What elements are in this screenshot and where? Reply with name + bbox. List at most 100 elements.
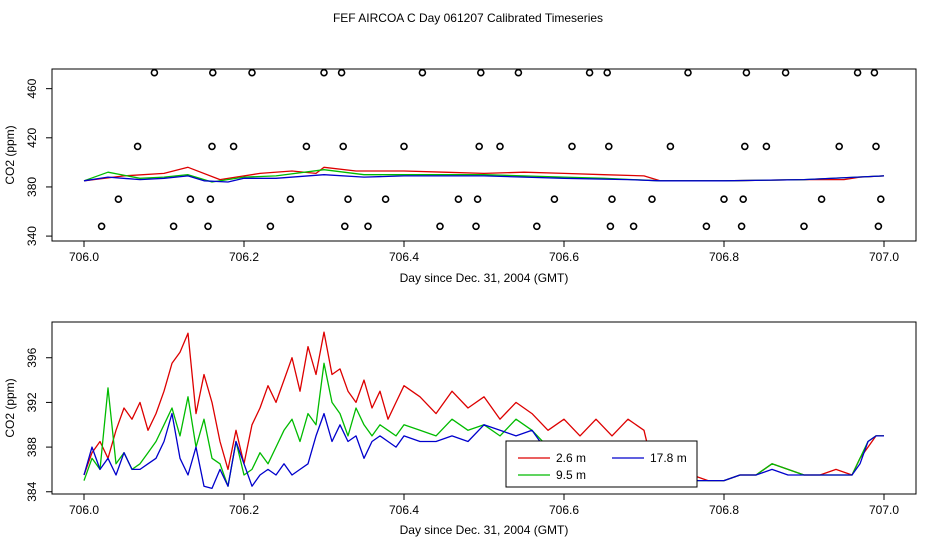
calibration-point	[364, 222, 372, 231]
top-x-axis-label: Day since Dec. 31, 2004 (GMT)	[400, 271, 569, 285]
y-tick-label: 392	[25, 392, 39, 412]
calibration-point	[817, 195, 826, 203]
bottom-x-axis-label: Day since Dec. 31, 2004 (GMT)	[400, 523, 569, 537]
top-calibration-markers	[97, 68, 885, 231]
calibration-point	[739, 195, 748, 203]
x-tick-label: 706.4	[389, 503, 419, 517]
calibration-point	[169, 222, 178, 231]
calibration-point	[266, 222, 275, 231]
top-plot-frame	[51, 68, 917, 242]
calibration-point	[476, 68, 485, 77]
calibration-point	[702, 222, 711, 231]
x-tick-label: 706.2	[229, 503, 259, 517]
legend-label-17.8m: 17.8 m	[650, 451, 687, 465]
calibration-point	[550, 195, 559, 203]
calibration-point	[532, 222, 541, 231]
x-tick-label: 706.6	[549, 503, 579, 517]
calibration-point	[737, 222, 746, 231]
y-tick-label: 384	[25, 481, 39, 501]
bottom-series-lines	[83, 331, 884, 490]
calibration-point	[186, 195, 195, 203]
calibration-point	[496, 142, 504, 151]
calibration-point	[874, 222, 883, 231]
calibration-point	[604, 142, 613, 151]
legend-label-9.5m: 9.5 m	[556, 468, 586, 482]
bottom-y-axis-label: CO2 (ppm)	[3, 378, 17, 437]
series-line-17.8m	[83, 174, 885, 183]
calibration-point	[684, 68, 692, 77]
x-tick-label: 706.0	[69, 503, 99, 517]
calibration-point	[204, 222, 212, 231]
calibration-point	[876, 195, 885, 203]
x-tick-label: 707.0	[869, 250, 899, 264]
calibration-point	[514, 68, 523, 77]
y-tick-label: 396	[25, 347, 39, 367]
calibration-point	[206, 195, 215, 203]
calibration-point	[337, 68, 346, 77]
y-tick-label: 380	[25, 177, 39, 197]
legend: 2.6 m 9.5 m 17.8 m	[505, 440, 698, 488]
calibration-point	[340, 222, 349, 231]
y-tick-label: 340	[25, 226, 39, 246]
y-tick-label: 388	[25, 437, 39, 457]
top-series-lines	[83, 166, 885, 183]
y-tick-label: 460	[25, 78, 39, 98]
top-chart-panel: 706.0 706.2 706.4 706.6 706.8 707.0 340 380 420…	[3, 68, 917, 285]
figure-title: FEF AIRCOA C Day 061207 Calibrated Times…	[333, 11, 603, 25]
legend-box	[505, 440, 698, 488]
calibration-point	[629, 222, 638, 231]
calibration-point	[381, 195, 390, 203]
calibration-point	[475, 142, 484, 151]
x-tick-label: 707.0	[869, 503, 899, 517]
calibration-point	[209, 68, 217, 77]
calibration-point	[870, 68, 879, 77]
calibration-point	[208, 142, 216, 151]
calibration-point	[97, 222, 106, 231]
calibration-point	[418, 68, 427, 77]
calibration-point	[114, 195, 123, 203]
calibration-point	[666, 142, 675, 151]
x-tick-label: 706.2	[229, 250, 259, 264]
top-x-axis: 706.0 706.2 706.4 706.6 706.8 707.0	[69, 241, 899, 264]
calibration-point	[133, 142, 142, 151]
y-tick-label: 420	[25, 127, 39, 147]
x-tick-label: 706.4	[389, 250, 419, 264]
calibration-point	[473, 195, 482, 203]
x-tick-label: 706.8	[709, 503, 739, 517]
top-y-axis-label: CO2 (ppm)	[3, 125, 17, 184]
x-tick-label: 706.0	[69, 250, 99, 264]
calibration-point	[835, 142, 844, 151]
calibration-point	[740, 142, 749, 151]
calibration-point	[648, 195, 656, 203]
calibration-point	[606, 222, 615, 231]
calibration-point	[400, 142, 408, 151]
calibration-point	[302, 142, 311, 151]
calibration-point	[320, 68, 328, 77]
bottom-y-axis: 384 388 392 396	[25, 347, 52, 502]
x-tick-label: 706.8	[709, 250, 739, 264]
series-line-17.8m	[83, 412, 884, 490]
calibration-point	[229, 142, 238, 151]
series-line-2.6m	[83, 331, 884, 482]
calibration-point	[720, 195, 728, 203]
x-tick-label: 706.6	[549, 250, 579, 264]
calibration-point	[762, 142, 771, 151]
calibration-point	[339, 142, 348, 151]
legend-label-2.6m: 2.6 m	[556, 451, 586, 465]
calibration-point	[248, 68, 256, 77]
bottom-x-axis: 706.0 706.2 706.4 706.6 706.8 707.0	[69, 494, 899, 517]
calibration-point	[286, 195, 295, 203]
calibration-point	[608, 195, 616, 203]
bottom-plot-frame	[51, 321, 917, 495]
calibration-point	[344, 195, 352, 203]
calibration-point	[472, 222, 480, 231]
top-y-axis: 340 380 420 460	[25, 78, 52, 246]
calibration-point	[568, 142, 576, 151]
calibration-point	[742, 68, 751, 77]
bottom-chart-panel: 706.0 706.2 706.4 706.6 706.8 707.0 384 388 392…	[3, 321, 917, 537]
calibration-point	[454, 195, 463, 203]
calibration-point	[872, 142, 880, 151]
calibration-point	[436, 222, 444, 231]
calibration-point	[781, 68, 790, 77]
